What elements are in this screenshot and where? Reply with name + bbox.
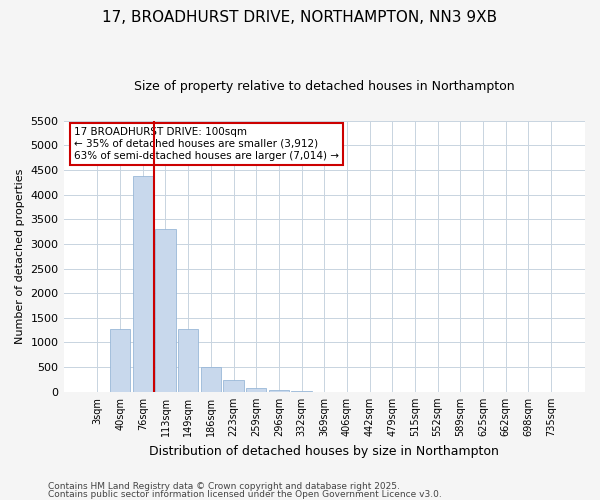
Bar (200, 367, 221, 392)
Bar (155, 229, 176, 392)
Bar (223, 380, 244, 392)
Bar (133, 176, 153, 392)
Bar (269, 390, 289, 392)
Text: Contains HM Land Registry data © Crown copyright and database right 2025.: Contains HM Land Registry data © Crown c… (48, 482, 400, 491)
Bar (246, 388, 266, 392)
Bar (292, 391, 312, 392)
Text: 17 BROADHURST DRIVE: 100sqm
← 35% of detached houses are smaller (3,912)
63% of : 17 BROADHURST DRIVE: 100sqm ← 35% of det… (74, 128, 339, 160)
Bar (110, 329, 130, 392)
Y-axis label: Number of detached properties: Number of detached properties (15, 168, 25, 344)
Text: 17, BROADHURST DRIVE, NORTHAMPTON, NN3 9XB: 17, BROADHURST DRIVE, NORTHAMPTON, NN3 9… (103, 10, 497, 25)
Bar (178, 329, 199, 392)
Title: Size of property relative to detached houses in Northampton: Size of property relative to detached ho… (134, 80, 515, 93)
X-axis label: Distribution of detached houses by size in Northampton: Distribution of detached houses by size … (149, 444, 499, 458)
Text: Contains public sector information licensed under the Open Government Licence v3: Contains public sector information licen… (48, 490, 442, 499)
